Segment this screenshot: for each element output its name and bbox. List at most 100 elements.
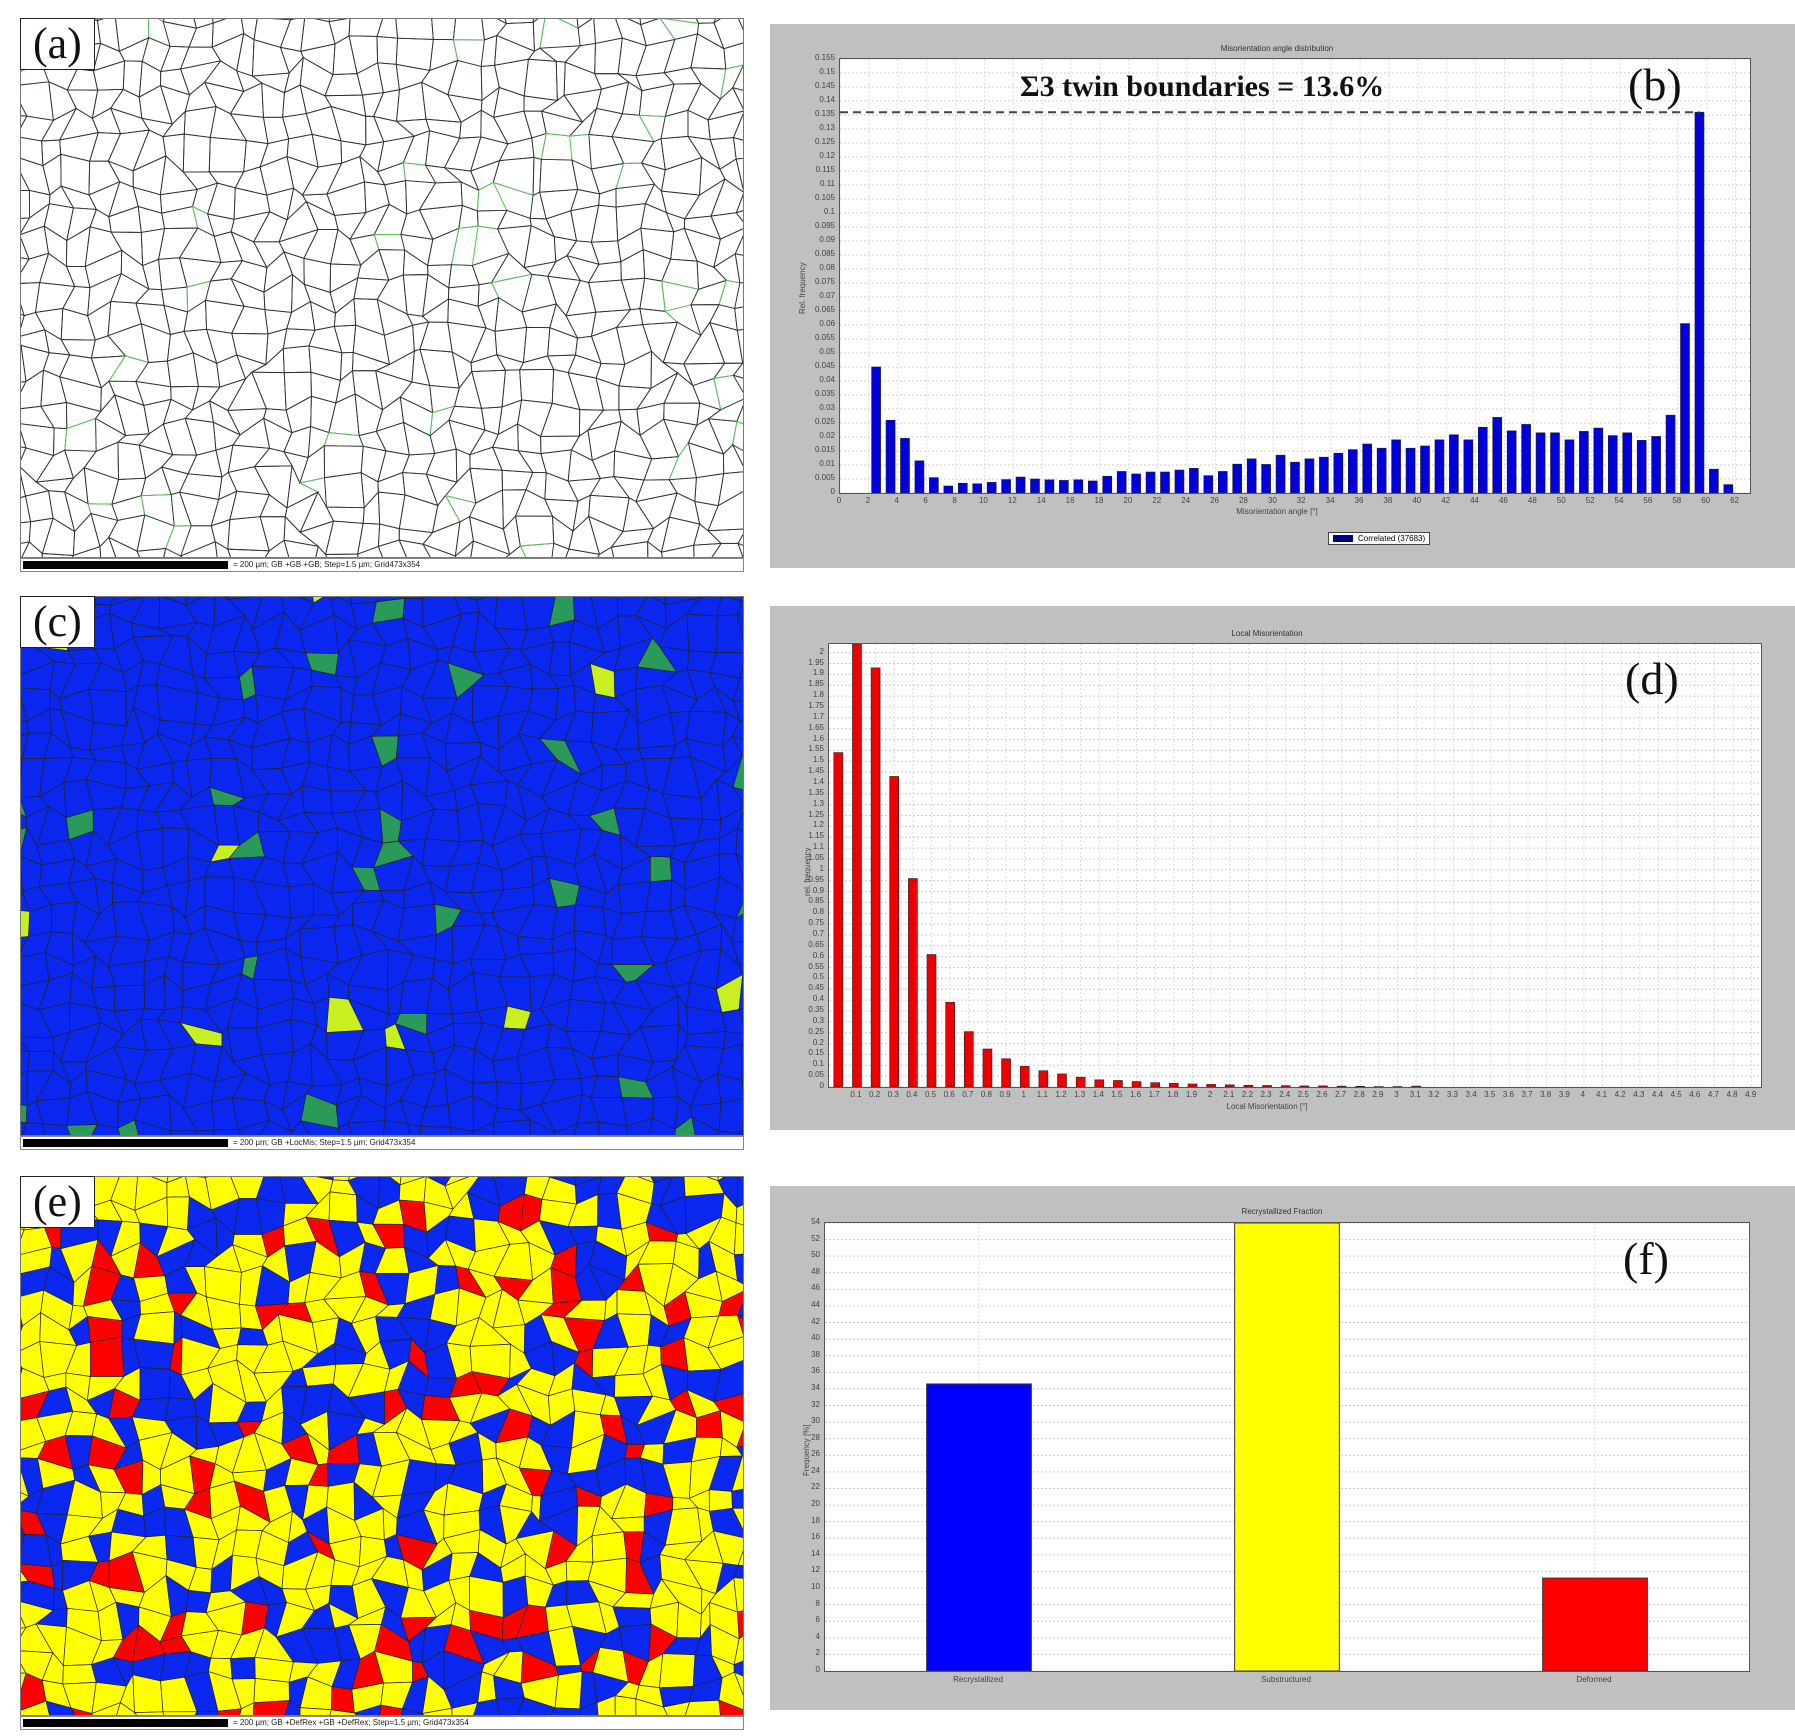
x-tick-label: 52	[1585, 496, 1595, 505]
x-tick-label: 22	[1152, 496, 1162, 505]
scale-bar-text: = 200 µm; GB +LocMis; Step=1.5 µm; Grid4…	[233, 1138, 416, 1147]
x-tick-label: 20	[1123, 496, 1133, 505]
y-tick-label: 0.11	[820, 179, 835, 188]
x-category-label: Recrystallized	[953, 1675, 1003, 1684]
x-tick-label: 3.8	[1540, 1090, 1552, 1099]
panel-label-b: (b)	[1628, 59, 1682, 110]
bar	[1262, 1085, 1272, 1088]
y-tick-label: 0.04	[819, 375, 835, 384]
y-axis-label: Frequency [%]	[802, 1424, 811, 1476]
x-tick-label: 0	[836, 496, 842, 505]
y-tick-label: 1.3	[812, 798, 824, 808]
y-tick-label: 1.75	[808, 700, 824, 710]
bar	[1232, 463, 1243, 494]
bar	[1102, 475, 1113, 494]
y-tick-label: 0	[815, 1665, 820, 1674]
bar	[1015, 476, 1026, 494]
x-tick-label: 4.6	[1689, 1090, 1701, 1099]
bar	[914, 460, 925, 494]
bar	[1535, 432, 1546, 494]
y-tick-label: 0.155	[814, 53, 835, 62]
recrystallized-fraction-chart: Recrystallized Fraction Frequency [%] (f…	[770, 1186, 1795, 1710]
x-tick-label: 2	[1207, 1090, 1213, 1099]
scale-bar-text: = 200 µm; GB +GB +GB; Step=1.5 µm; Grid4…	[233, 560, 421, 569]
y-tick-label: 0.1	[812, 1059, 824, 1069]
y-tick-label: 0.8	[812, 907, 824, 917]
y-tick-label: 0	[830, 487, 835, 496]
bar	[1362, 443, 1373, 494]
y-tick-label: 38	[811, 1349, 820, 1359]
bar	[1224, 1084, 1235, 1088]
y-tick-label: 0.05	[819, 347, 835, 356]
y-tick-label: 1	[819, 863, 824, 873]
x-tick-label: 1	[1021, 1090, 1026, 1099]
y-tick-label: 1.1	[812, 842, 824, 852]
y-tick-label: 0.55	[808, 961, 824, 971]
y-tick-label: 52	[811, 1233, 820, 1243]
y-tick-label: 36	[811, 1366, 820, 1376]
x-tick-label: 2.3	[1260, 1090, 1272, 1099]
x-tick-label: 3.2	[1428, 1090, 1440, 1099]
x-tick-label: 60	[1701, 496, 1711, 505]
scale-bar-e: = 200 µm; GB +DefRex +GB +DefRex; Step=1…	[20, 1716, 744, 1730]
x-tick-label: 62	[1730, 496, 1739, 505]
y-tick-label: 0.15	[819, 67, 835, 76]
x-tick-label: 1.9	[1185, 1090, 1198, 1099]
x-tick-label: 54	[1614, 496, 1624, 505]
x-tick-label: 4.9	[1745, 1090, 1757, 1099]
y-tick-label: 0.125	[814, 137, 835, 146]
y-tick-label: 0.13	[819, 123, 835, 132]
twin-boundary-annotation: Σ3 twin boundaries = 13.6%	[1020, 70, 1385, 103]
bar	[1160, 471, 1170, 494]
bar	[889, 776, 900, 1088]
y-tick-label: 48	[811, 1266, 820, 1276]
y-tick-label: 0.85	[808, 896, 824, 906]
grain-boundary-map	[20, 18, 744, 558]
panel-label-f: (f)	[1623, 1233, 1669, 1284]
x-tick-label: 3.6	[1502, 1090, 1514, 1099]
x-tick-label: 0.1	[850, 1090, 862, 1099]
y-tick-label: 0.01	[819, 459, 835, 468]
y-tick-label: 2	[819, 646, 824, 656]
bar-deformed	[1542, 1577, 1648, 1672]
y-tick-label: 0.7	[812, 928, 824, 938]
x-tick-label: 4	[1580, 1090, 1586, 1099]
bar	[1651, 436, 1661, 494]
bar	[1150, 1082, 1161, 1088]
y-tick-label: 0.4	[812, 994, 824, 1004]
bar	[852, 643, 862, 1088]
bar	[929, 477, 939, 494]
bar	[1376, 447, 1387, 494]
bar	[1607, 435, 1618, 494]
x-tick-label: 2.5	[1297, 1090, 1309, 1099]
y-tick-label: 0.03	[819, 403, 835, 412]
y-tick-label: 0.065	[814, 305, 835, 314]
y-tick-label: 54	[811, 1217, 820, 1226]
chart-title: Local Misorientation	[1231, 629, 1303, 638]
bar	[1636, 440, 1647, 494]
x-tick-label: 0.7	[962, 1090, 974, 1099]
bar	[1246, 458, 1257, 494]
y-tick-label: 50	[811, 1250, 820, 1260]
x-tick-label: 1.4	[1092, 1090, 1104, 1099]
bar	[871, 366, 881, 494]
x-tick-label: 36	[1354, 496, 1364, 505]
x-axis-label: Local Misorientation [°]	[1226, 1102, 1308, 1111]
bar	[1203, 475, 1214, 494]
bar	[1449, 434, 1459, 494]
y-tick-label: 44	[811, 1299, 820, 1309]
bar	[1506, 430, 1517, 494]
y-tick-label: 0.5	[812, 972, 824, 982]
x-tick-label: 34	[1325, 496, 1335, 505]
y-tick-label: 16	[811, 1532, 820, 1542]
y-tick-label: 1.15	[808, 831, 824, 841]
bar	[1169, 1083, 1179, 1088]
x-tick-label: 4.1	[1595, 1090, 1608, 1099]
bar	[1275, 454, 1286, 494]
bar	[1680, 323, 1690, 494]
x-category-label: Deformed	[1576, 1675, 1612, 1684]
bar	[1665, 414, 1676, 494]
y-tick-label: 0.05	[808, 1070, 824, 1080]
x-tick-label: 4.8	[1726, 1090, 1738, 1099]
x-axis-label: Misorientation angle [°]	[1236, 507, 1318, 516]
